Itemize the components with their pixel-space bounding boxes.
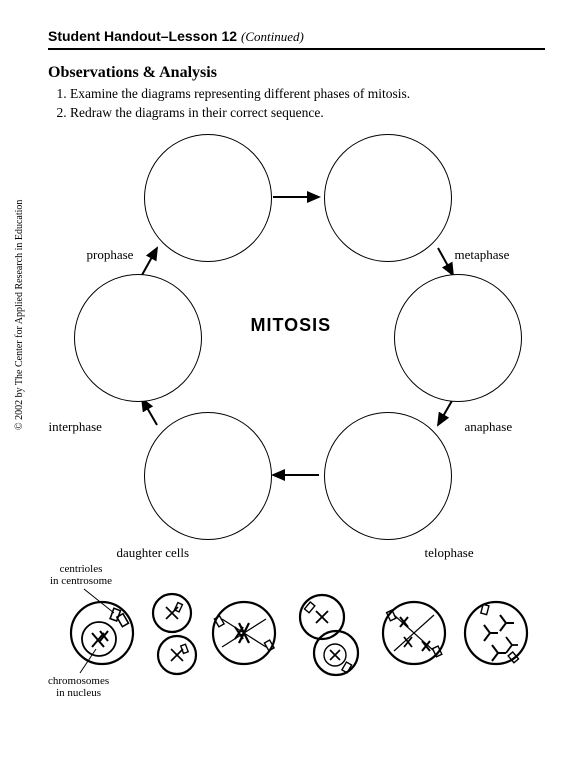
header-title: Student Handout–Lesson 12 (48, 28, 237, 44)
cycle-arrow (142, 248, 157, 275)
cycle-arrow (438, 248, 453, 275)
header-rule (48, 48, 545, 50)
bottom-cell-diagrams: centriolesin centrosome chromosomesin nu… (44, 567, 544, 697)
copyright-text: © 2002 by The Center for Applied Researc… (14, 200, 25, 430)
bottom-svg (44, 567, 564, 697)
phase-circle-daughter-cells (144, 412, 272, 540)
phase-circle-anaphase (394, 274, 522, 402)
header: Student Handout–Lesson 12 (Continued) (48, 28, 545, 46)
instruction-item: Redraw the diagrams in their correct seq… (70, 105, 545, 121)
phase-circle-interphase (74, 274, 202, 402)
cycle-arrow (438, 399, 453, 425)
instruction-item: Examine the diagrams representing differ… (70, 86, 545, 102)
phase-label-prophase: prophase (87, 247, 134, 263)
phase-label-telophase: telophase (425, 545, 474, 561)
header-continued: (Continued) (241, 29, 304, 44)
cell-early-prophase-icon (465, 602, 527, 664)
cell-interphase-icon (71, 589, 133, 673)
cycle-arrow (142, 399, 157, 425)
cycle-center-title: MITOSIS (251, 315, 332, 336)
cell-telophase-icon (300, 595, 358, 675)
phase-circle-prophase (144, 134, 272, 262)
phase-circle-metaphase (324, 134, 452, 262)
phase-label-interphase: interphase (49, 419, 102, 435)
phase-label-daughter-cells: daughter cells (117, 545, 190, 561)
section-title: Observations & Analysis (48, 64, 545, 82)
cell-prophase-icon (153, 594, 196, 674)
phase-label-anaphase: anaphase (465, 419, 513, 435)
cell-anaphase-icon (383, 602, 445, 664)
cell-metaphase-icon (213, 602, 275, 664)
phase-label-metaphase: metaphase (455, 247, 510, 263)
phase-circle-telophase (324, 412, 452, 540)
mitosis-cycle-diagram: MITOSIS prophasemetaphaseanaphasetelopha… (57, 127, 537, 557)
instructions-list: Examine the diagrams representing differ… (48, 86, 545, 121)
